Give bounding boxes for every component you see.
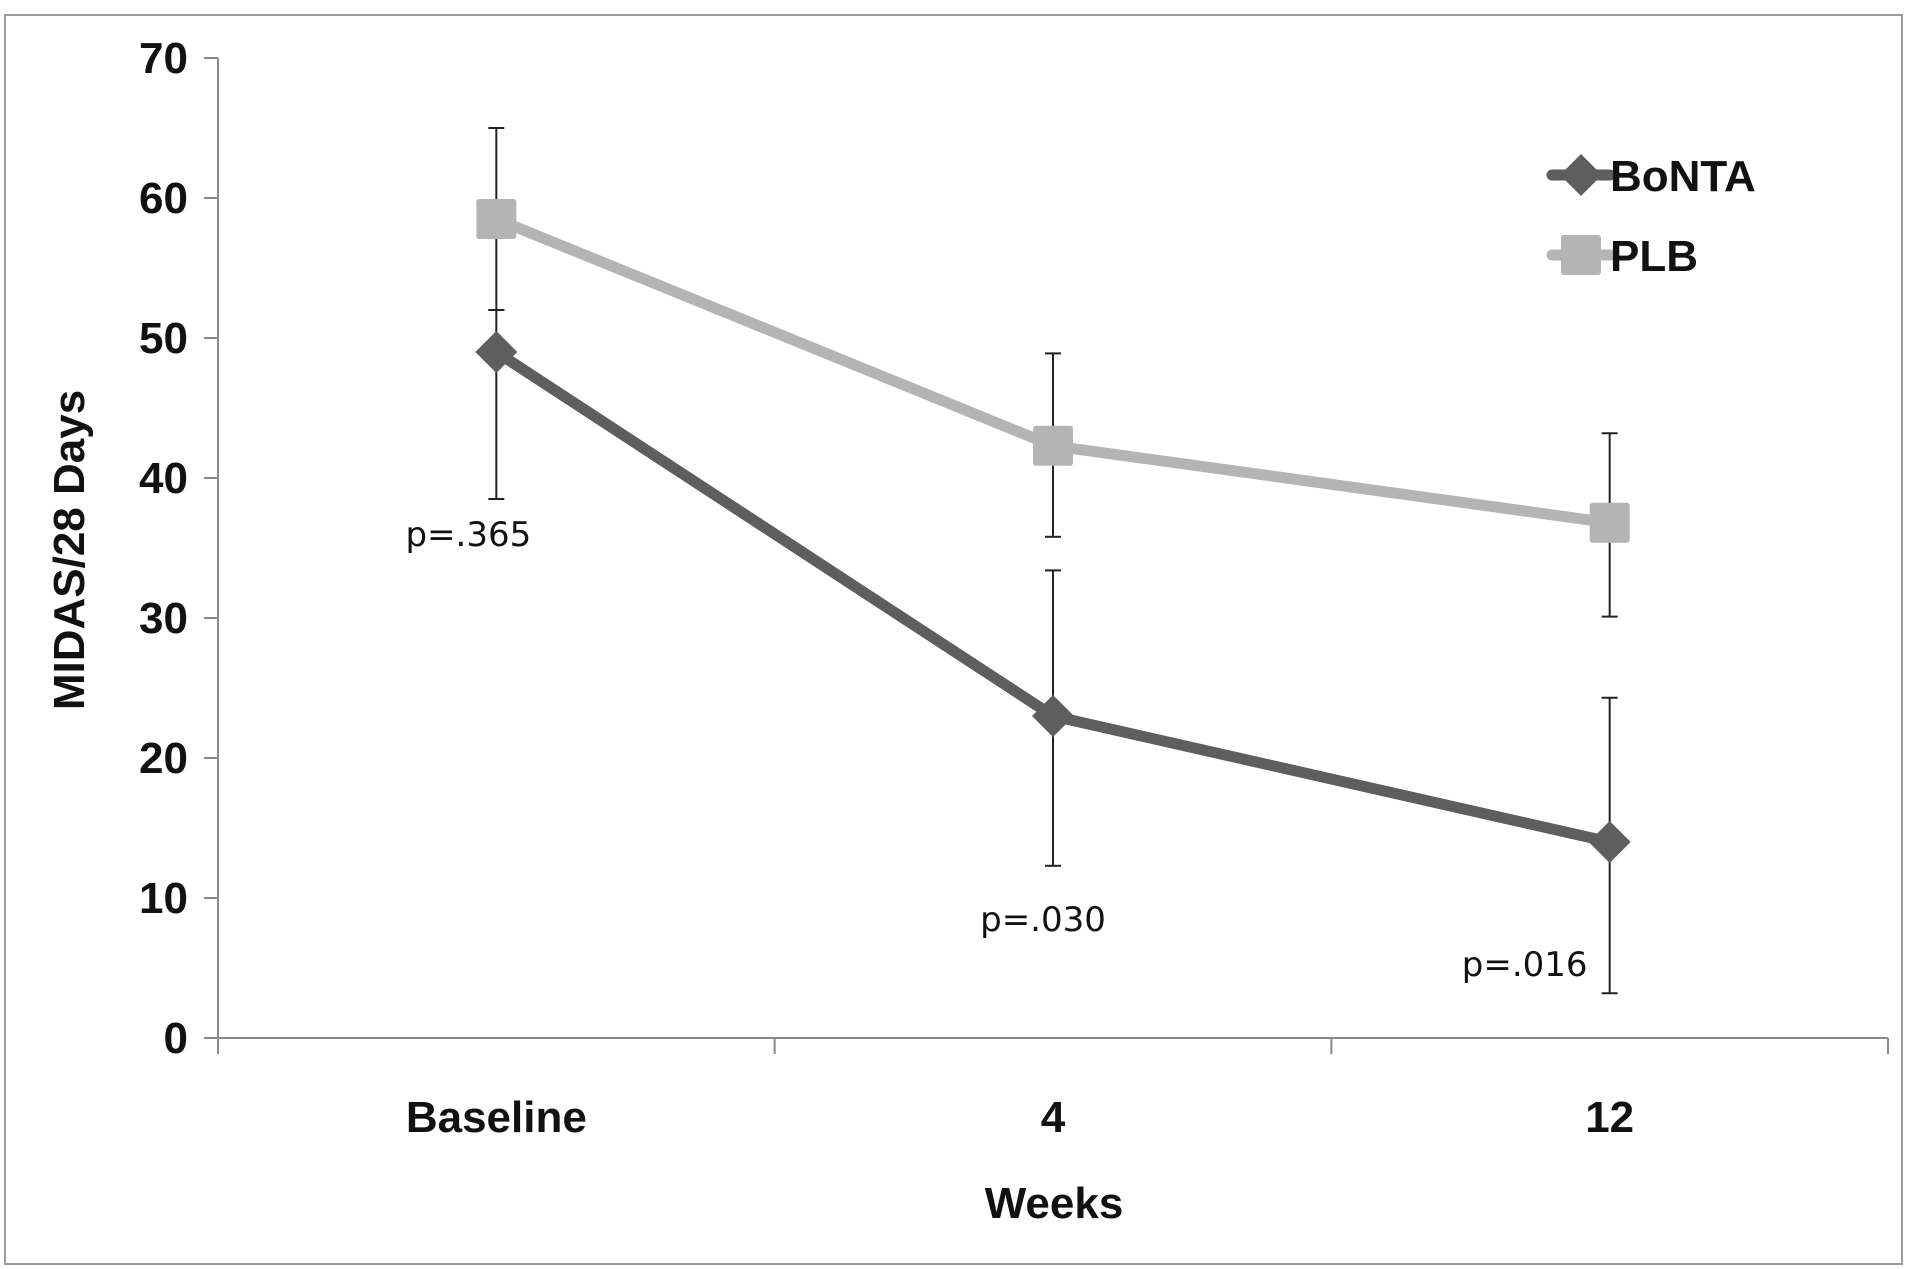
data-point-plb — [1589, 502, 1630, 543]
legend-label-bonta: BoNTA — [1610, 152, 1756, 201]
annotations-layer: p=.365 p=.030 p=.016 — [405, 515, 1587, 985]
data-point-plb — [476, 199, 517, 239]
series-layer — [475, 127, 1631, 995]
p-value-label: p=.016 — [1462, 945, 1588, 985]
legend-marker-bonta — [1560, 154, 1602, 196]
y-tick-label: 30 — [139, 594, 188, 643]
data-point-bonta — [1032, 695, 1074, 737]
x-axis-title: Weeks — [985, 1179, 1124, 1228]
y-tick-label: 60 — [139, 174, 188, 223]
p-value-label: p=.365 — [405, 515, 531, 555]
data-point-bonta — [1588, 821, 1631, 863]
y-tick-label: 20 — [139, 734, 188, 783]
y-tick-label: 50 — [139, 314, 188, 363]
x-category-label: 12 — [1585, 1093, 1634, 1142]
data-point-bonta — [475, 331, 518, 373]
y-tick-label: 10 — [139, 874, 188, 923]
legend-label-plb: PLB — [1610, 232, 1698, 281]
x-ticks: Baseline 4 12 — [217, 1038, 1889, 1142]
y-tick-label: 40 — [139, 454, 188, 503]
legend: BoNTA PLB — [1546, 152, 1756, 281]
x-category-label: 4 — [1041, 1093, 1066, 1142]
legend-marker-plb — [1561, 235, 1601, 275]
chart-frame — [4, 14, 1903, 1265]
axes-layer — [217, 58, 1888, 1039]
p-value-label: p=.030 — [980, 900, 1106, 940]
y-tick-label: 70 — [139, 34, 188, 83]
y-ticks: 0 10 20 30 40 50 60 70 — [139, 34, 218, 1063]
y-axis-title: MIDAS/28 Days — [45, 390, 94, 710]
x-category-label: Baseline — [406, 1093, 587, 1142]
data-point-plb — [1033, 425, 1073, 466]
y-tick-label: 0 — [164, 1014, 188, 1063]
